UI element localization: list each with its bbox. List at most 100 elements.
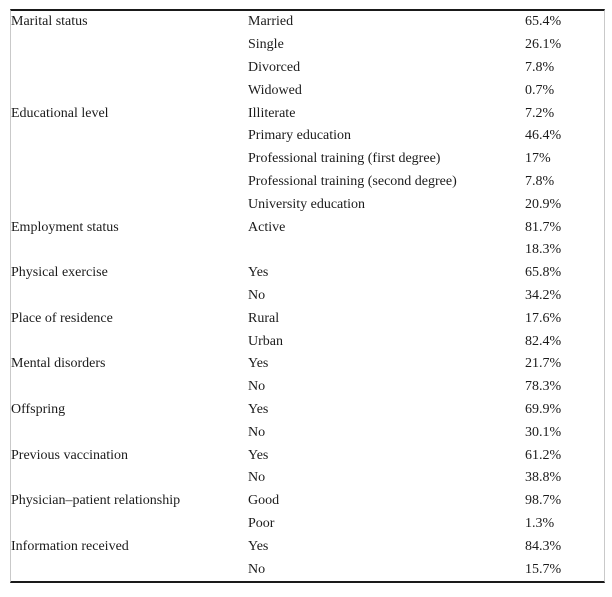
table-row: Physical exercise Yes 65.8% bbox=[11, 262, 604, 285]
row-category-cell: Offspring bbox=[11, 401, 66, 417]
table-row: Educational level Illiterate 7.2% bbox=[11, 102, 604, 125]
row-value-cell: 82.4% bbox=[525, 333, 562, 349]
row-category-cell bbox=[11, 467, 248, 490]
row-label-cell: No bbox=[248, 470, 266, 486]
row-category-cell bbox=[11, 239, 248, 262]
row-value-cell: 7.8% bbox=[525, 59, 555, 75]
row-category-cell bbox=[11, 193, 248, 216]
row-value-cell: 26.1% bbox=[525, 37, 562, 53]
row-label-cell: Yes bbox=[248, 356, 269, 372]
table-body: Marital status Married 65.4% Single 26.1% Div… bbox=[11, 11, 604, 581]
table-row: Single 26.1% bbox=[11, 34, 604, 57]
row-label-cell: Yes bbox=[248, 401, 269, 417]
row-value-cell: 18.3% bbox=[525, 242, 562, 258]
row-value-cell: 20.9% bbox=[525, 196, 562, 212]
row-value-cell: 78.3% bbox=[525, 379, 562, 395]
row-category-cell bbox=[11, 125, 248, 148]
row-category-cell bbox=[11, 558, 248, 581]
row-label-cell bbox=[248, 239, 525, 262]
row-label-cell: Poor bbox=[248, 515, 275, 531]
row-label-cell: Widowed bbox=[248, 82, 302, 98]
row-category-cell: Information received bbox=[11, 538, 129, 554]
row-label-cell: Divorced bbox=[248, 59, 301, 75]
row-label-cell: Active bbox=[248, 219, 286, 235]
row-category-cell bbox=[11, 513, 248, 536]
statistics-table: Marital status Married 65.4% Single 26.1% Div… bbox=[11, 11, 604, 581]
row-value-cell: 30.1% bbox=[525, 424, 562, 440]
row-label-cell: Urban bbox=[248, 333, 283, 349]
row-label-cell: Professional training (first degree) bbox=[248, 151, 441, 167]
table-row: 18.3% bbox=[11, 239, 604, 262]
row-label-cell: No bbox=[248, 424, 266, 440]
row-category-cell: Physical exercise bbox=[11, 265, 108, 281]
table-row: Primary education 46.4% bbox=[11, 125, 604, 148]
row-category-cell bbox=[11, 34, 248, 57]
row-category-cell: Previous vaccination bbox=[11, 447, 129, 463]
row-category-cell: Physician–patient relationship bbox=[11, 493, 181, 509]
row-label-cell: Single bbox=[248, 37, 284, 53]
row-value-cell: 84.3% bbox=[525, 538, 562, 554]
row-label-cell: Yes bbox=[248, 265, 269, 281]
row-label-cell: No bbox=[248, 287, 266, 303]
row-category-cell: Mental disorders bbox=[11, 356, 106, 372]
row-label-cell: Yes bbox=[248, 538, 269, 554]
row-category-cell: Marital status bbox=[11, 14, 88, 30]
table-row: Employment status Active 81.7% bbox=[11, 216, 604, 239]
row-value-cell: 38.8% bbox=[525, 470, 562, 486]
table-row: Widowed 0.7% bbox=[11, 79, 604, 102]
table-row: No 78.3% bbox=[11, 376, 604, 399]
row-label-cell: Yes bbox=[248, 447, 269, 463]
table-row: Previous vaccination Yes 61.2% bbox=[11, 444, 604, 467]
row-category-cell bbox=[11, 171, 248, 194]
table-row: Mental disorders Yes 21.7% bbox=[11, 353, 604, 376]
row-category-cell: Place of residence bbox=[11, 310, 113, 326]
table-row: Urban 82.4% bbox=[11, 330, 604, 353]
row-category-cell bbox=[11, 285, 248, 308]
table-row: Offspring Yes 69.9% bbox=[11, 399, 604, 422]
row-value-cell: 1.3% bbox=[525, 515, 555, 531]
row-category-cell bbox=[11, 330, 248, 353]
row-label-cell: Primary education bbox=[248, 128, 352, 144]
row-category-cell bbox=[11, 148, 248, 171]
table-row: Physician–patient relationship Good 98.7% bbox=[11, 490, 604, 513]
table-row: Divorced 7.8% bbox=[11, 57, 604, 80]
statistics-table-frame: Marital status Married 65.4% Single 26.1% Div… bbox=[10, 9, 605, 583]
table-row: Place of residence Rural 17.6% bbox=[11, 307, 604, 330]
row-category-cell bbox=[11, 421, 248, 444]
table-row: Marital status Married 65.4% bbox=[11, 11, 604, 34]
table-row: No 15.7% bbox=[11, 558, 604, 581]
row-category-cell bbox=[11, 57, 248, 80]
row-value-cell: 7.2% bbox=[525, 105, 555, 121]
table-row: Poor 1.3% bbox=[11, 513, 604, 536]
row-label-cell: University education bbox=[248, 196, 366, 212]
row-label-cell: No bbox=[248, 379, 266, 395]
row-value-cell: 61.2% bbox=[525, 447, 562, 463]
table-row: No 34.2% bbox=[11, 285, 604, 308]
table-row: No 38.8% bbox=[11, 467, 604, 490]
table-row: No 30.1% bbox=[11, 421, 604, 444]
row-value-cell: 17% bbox=[525, 151, 551, 167]
row-label-cell: Rural bbox=[248, 310, 280, 326]
row-value-cell: 81.7% bbox=[525, 219, 562, 235]
row-category-cell: Educational level bbox=[11, 105, 109, 121]
row-value-cell: 65.8% bbox=[525, 265, 562, 281]
row-label-cell: Professional training (second degree) bbox=[248, 173, 457, 189]
row-value-cell: 98.7% bbox=[525, 493, 562, 509]
table-row: Information received Yes 84.3% bbox=[11, 535, 604, 558]
row-label-cell: Good bbox=[248, 493, 280, 509]
row-value-cell: 15.7% bbox=[525, 561, 562, 577]
row-value-cell: 46.4% bbox=[525, 128, 562, 144]
row-label-cell: Married bbox=[248, 14, 294, 30]
row-category-cell bbox=[11, 79, 248, 102]
row-value-cell: 7.8% bbox=[525, 173, 555, 189]
row-value-cell: 21.7% bbox=[525, 356, 562, 372]
table-row: Professional training (second degree) 7.8… bbox=[11, 171, 604, 194]
row-label-cell: No bbox=[248, 561, 266, 577]
row-category-cell: Employment status bbox=[11, 219, 119, 235]
row-value-cell: 17.6% bbox=[525, 310, 562, 326]
row-category-cell bbox=[11, 376, 248, 399]
row-label-cell: Illiterate bbox=[248, 105, 296, 121]
row-value-cell: 0.7% bbox=[525, 82, 555, 98]
row-value-cell: 34.2% bbox=[525, 287, 562, 303]
